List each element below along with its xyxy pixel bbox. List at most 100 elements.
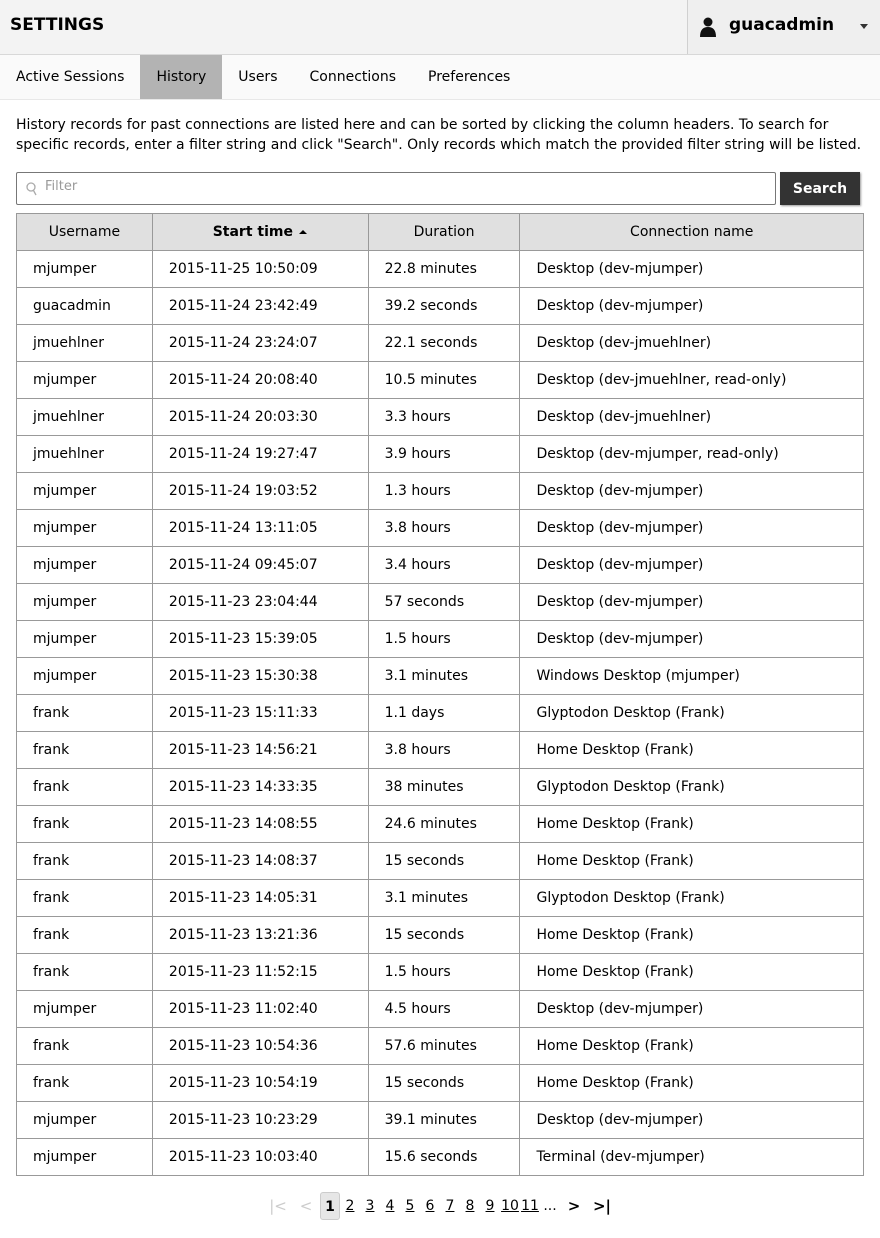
cell-duration: 39.1 minutes [367, 1101, 521, 1139]
cell-duration: 3.1 minutes [367, 879, 521, 917]
cell-duration: 3.8 hours [367, 731, 521, 769]
cell-duration: 39.2 seconds [367, 287, 521, 325]
last-page-icon[interactable]: >| [592, 1197, 612, 1215]
page-link[interactable]: 1 [320, 1192, 340, 1220]
table-row: frank 2015-11-23 14:05:31 3.1 minutes Glypt… [16, 879, 864, 917]
cell-username: mjumper [16, 990, 153, 1028]
page-link[interactable]: 7 [445, 1198, 455, 1214]
cell-start-time: 2015-11-23 10:54:19 [151, 1064, 369, 1102]
column-label: Username [48, 224, 121, 240]
table-row: jmuehlner 2015-11-24 19:27:47 3.9 hours Des… [16, 435, 864, 473]
column-header-username[interactable]: Username [16, 213, 153, 251]
cell-duration: 22.8 minutes [367, 250, 521, 288]
page-link[interactable]: 3 [365, 1198, 375, 1214]
cell-start-time: 2015-11-23 14:56:21 [151, 731, 369, 769]
cell-duration: 3.3 hours [367, 398, 521, 436]
column-label: Duration [413, 224, 475, 240]
tab-users[interactable]: Users [238, 69, 278, 85]
cell-start-time: 2015-11-24 09:45:07 [151, 546, 369, 584]
table-row: mjumper 2015-11-23 23:04:44 57 seconds Desk… [16, 583, 864, 621]
cell-duration: 1.3 hours [367, 472, 521, 510]
table-row: frank 2015-11-23 15:11:33 1.1 days Glyptodo… [16, 694, 864, 732]
cell-duration: 57 seconds [367, 583, 521, 621]
page-link[interactable]: 8 [465, 1198, 475, 1214]
cell-connection-name: Desktop (dev-jmuehlner, read-only) [519, 361, 864, 399]
cell-duration: 3.8 hours [367, 509, 521, 547]
column-label: Start time [212, 224, 293, 240]
page-link[interactable]: 5 [405, 1198, 415, 1214]
header: SETTINGS guacadmin [0, 0, 880, 55]
cell-username: jmuehlner [16, 398, 153, 436]
cell-username: mjumper [16, 250, 153, 288]
first-page-icon[interactable]: |< [269, 1197, 287, 1215]
table-row: guacadmin 2015-11-24 23:42:49 39.2 seconds… [16, 287, 864, 325]
cell-username: mjumper [16, 472, 153, 510]
page-link[interactable]: 11 [521, 1198, 539, 1214]
tab-connections[interactable]: Connections [309, 69, 397, 85]
cell-duration: 1.5 hours [367, 620, 521, 658]
cell-connection-name: Home Desktop (Frank) [519, 1064, 864, 1102]
page-link[interactable]: 4 [385, 1198, 395, 1214]
cell-connection-name: Desktop (dev-mjumper) [519, 546, 864, 584]
page-link[interactable]: 9 [485, 1198, 495, 1214]
cell-connection-name: Desktop (dev-mjumper) [519, 472, 864, 510]
pager-ellipsis: ... [543, 1198, 557, 1214]
cell-connection-name: Home Desktop (Frank) [519, 731, 864, 769]
search-button[interactable]: Search [780, 172, 860, 205]
tab-history[interactable]: History [140, 55, 223, 99]
cell-connection-name: Desktop (dev-mjumper) [519, 583, 864, 621]
table-row: frank 2015-11-23 13:21:36 15 seconds Home D… [16, 916, 864, 954]
prev-page-icon[interactable]: < [299, 1197, 313, 1215]
cell-start-time: 2015-11-23 11:02:40 [151, 990, 369, 1028]
search-icon [26, 182, 37, 196]
tab-active-sessions[interactable]: Active Sessions [16, 69, 125, 85]
cell-connection-name: Desktop (dev-mjumper) [519, 620, 864, 658]
cell-duration: 3.9 hours [367, 435, 521, 473]
table-row: frank 2015-11-23 14:33:35 38 minutes Glypto… [16, 768, 864, 806]
page-link[interactable]: 10 [501, 1198, 519, 1214]
cell-username: mjumper [16, 509, 153, 547]
user-menu[interactable]: guacadmin [687, 0, 880, 54]
sort-ascending-icon [298, 230, 307, 234]
table-row: frank 2015-11-23 14:08:37 15 seconds Home D… [16, 842, 864, 880]
cell-start-time: 2015-11-24 19:03:52 [151, 472, 369, 510]
page-link[interactable]: 6 [425, 1198, 435, 1214]
cell-connection-name: Glyptodon Desktop (Frank) [519, 694, 864, 732]
cell-duration: 3.1 minutes [367, 657, 521, 695]
cell-start-time: 2015-11-23 13:21:36 [151, 916, 369, 954]
column-header-start-time[interactable]: Start time [151, 213, 369, 251]
table-row: mjumper 2015-11-23 15:30:38 3.1 minutes Win… [16, 657, 864, 695]
tab-preferences[interactable]: Preferences [428, 69, 511, 85]
cell-duration: 15.6 seconds [367, 1138, 521, 1176]
column-header-connection-name[interactable]: Connection name [519, 213, 864, 251]
cell-duration: 57.6 minutes [367, 1027, 521, 1065]
cell-start-time: 2015-11-24 23:42:49 [151, 287, 369, 325]
column-label: Connection name [630, 224, 754, 240]
cell-start-time: 2015-11-23 14:08:55 [151, 805, 369, 843]
cell-start-time: 2015-11-24 19:27:47 [151, 435, 369, 473]
cell-username: jmuehlner [16, 435, 153, 473]
cell-username: mjumper [16, 1138, 153, 1176]
cell-connection-name: Desktop (dev-mjumper) [519, 1101, 864, 1139]
table-row: mjumper 2015-11-24 20:08:40 10.5 minutes De… [16, 361, 864, 399]
cell-username: guacadmin [16, 287, 153, 325]
next-page-icon[interactable]: > [567, 1197, 581, 1215]
page-link[interactable]: 2 [345, 1198, 355, 1214]
cell-connection-name: Desktop (dev-mjumper) [519, 990, 864, 1028]
table-row: mjumper 2015-11-25 10:50:09 22.8 minutes De… [16, 250, 864, 288]
table-row: jmuehlner 2015-11-24 20:03:30 3.3 hours Des… [16, 398, 864, 436]
cell-username: frank [16, 879, 153, 917]
cell-username: mjumper [16, 361, 153, 399]
column-header-duration[interactable]: Duration [367, 213, 521, 251]
cell-username: mjumper [16, 620, 153, 658]
table-row: mjumper 2015-11-23 10:23:29 39.1 minutes De… [16, 1101, 864, 1139]
cell-username: jmuehlner [16, 324, 153, 362]
cell-connection-name: Home Desktop (Frank) [519, 1027, 864, 1065]
filter-field[interactable] [16, 172, 776, 205]
user-icon [700, 17, 716, 37]
filter-input[interactable] [45, 179, 745, 194]
cell-username: frank [16, 731, 153, 769]
cell-username: mjumper [16, 583, 153, 621]
cell-connection-name: Home Desktop (Frank) [519, 953, 864, 991]
table-row: mjumper 2015-11-23 11:02:40 4.5 hours Deskt… [16, 990, 864, 1028]
